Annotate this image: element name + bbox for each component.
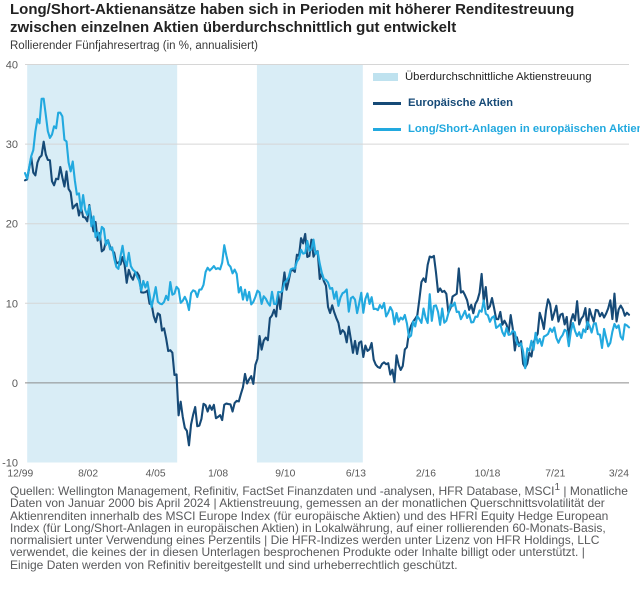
svg-text:30: 30 [6,139,18,151]
svg-text:1/08: 1/08 [208,469,228,480]
svg-text:40: 40 [6,60,18,72]
svg-text:3/24: 3/24 [609,469,629,480]
svg-text:4/05: 4/05 [146,469,166,480]
svg-text:10/18: 10/18 [475,469,501,480]
svg-text:6/13: 6/13 [346,469,366,480]
svg-text:10: 10 [6,298,18,310]
svg-text:12/99: 12/99 [7,469,33,480]
svg-text:9/10: 9/10 [275,469,295,480]
svg-text:2/16: 2/16 [416,469,436,480]
svg-text:8/02: 8/02 [78,469,98,480]
svg-text:0: 0 [12,378,18,390]
svg-text:20: 20 [6,219,18,231]
svg-text:7/21: 7/21 [545,469,565,480]
